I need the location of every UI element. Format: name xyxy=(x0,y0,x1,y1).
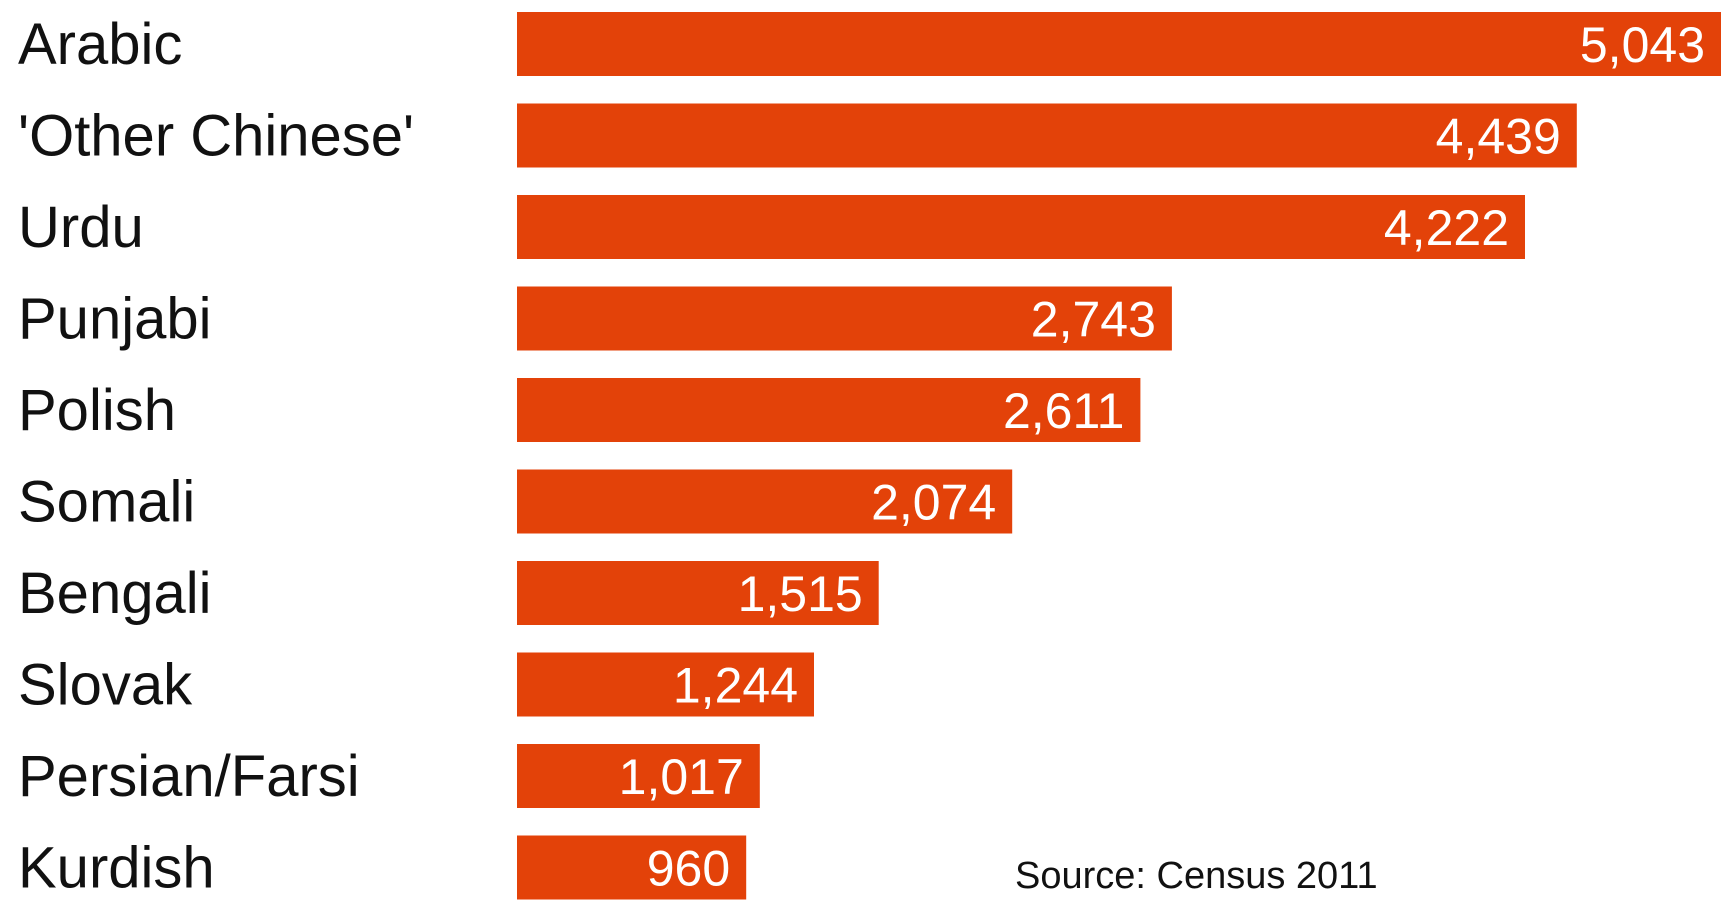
bar-punjabi xyxy=(517,286,1172,351)
bar-somali xyxy=(517,469,1013,534)
value-label-slovak: 1,244 xyxy=(673,658,798,714)
category-label-arabic: Arabic xyxy=(18,12,182,77)
value-label-polish: 2,611 xyxy=(1003,383,1124,439)
category-label-kurdish: Kurdish xyxy=(18,836,215,900)
value-label-other-chinese: 4,439 xyxy=(1436,109,1561,165)
category-label-slovak: Slovak xyxy=(18,653,193,718)
category-labels: Arabic 'Other Chinese' Urdu Punjabi Polish So… xyxy=(18,12,414,900)
bar-other-chinese xyxy=(517,103,1577,168)
bar-slovak xyxy=(517,652,814,717)
value-label-punjabi: 2,743 xyxy=(1031,292,1156,348)
source-annotation: Source: Census 2011 xyxy=(1015,855,1378,897)
bar-kurdish xyxy=(517,835,747,900)
category-label-punjabi: Punjabi xyxy=(18,287,211,352)
value-label-kurdish: 960 xyxy=(647,841,730,897)
category-label-polish: Polish xyxy=(18,378,176,443)
value-label-bengali: 1,515 xyxy=(738,566,863,622)
bar-polish xyxy=(517,378,1141,442)
bar-urdu xyxy=(517,195,1525,259)
bar-persian-farsi xyxy=(517,744,760,808)
value-label-somali: 2,074 xyxy=(871,475,996,531)
category-label-persian-farsi: Persian/Farsi xyxy=(18,744,360,809)
bars-layer xyxy=(517,12,1721,900)
value-label-arabic: 5,043 xyxy=(1580,17,1705,73)
category-label-somali: Somali xyxy=(18,470,195,535)
bar-arabic xyxy=(517,12,1721,76)
category-label-other-chinese: 'Other Chinese' xyxy=(18,104,414,169)
bar-bengali xyxy=(517,561,879,625)
value-label-persian-farsi: 1,017 xyxy=(619,749,744,805)
category-label-bengali: Bengali xyxy=(18,561,211,626)
category-label-urdu: Urdu xyxy=(18,195,144,260)
value-label-urdu: 4,222 xyxy=(1384,200,1509,256)
